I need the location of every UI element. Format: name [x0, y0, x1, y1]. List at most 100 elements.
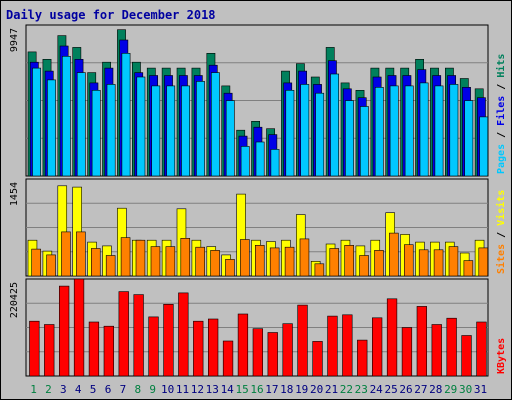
bar-pages: [419, 82, 429, 177]
bar-pages: [464, 100, 474, 177]
bar-pages: [181, 85, 190, 177]
bar-pages: [121, 52, 131, 177]
day-label: 24: [370, 383, 384, 396]
bar-pages: [166, 85, 176, 177]
bar-kbytes: [178, 292, 189, 377]
bar-sites: [299, 238, 310, 277]
bar-sites: [120, 237, 131, 277]
bar-sites: [418, 249, 429, 277]
bar-pages: [374, 87, 384, 177]
day-label: 5: [90, 383, 97, 396]
day-label: 21: [325, 383, 338, 396]
bar-kbytes: [29, 320, 40, 377]
y-max-label: 1454: [9, 182, 20, 206]
day-label: 30: [459, 383, 472, 396]
bar-sites: [314, 263, 325, 277]
day-label: 23: [355, 383, 368, 396]
bar-kbytes: [357, 339, 368, 377]
bar-kbytes: [208, 318, 219, 377]
bar-sites: [269, 247, 280, 277]
bar-kbytes: [386, 298, 398, 377]
bar-kbytes: [58, 285, 70, 377]
day-label: 7: [120, 383, 127, 396]
bar-kbytes: [461, 335, 472, 377]
bar-kbytes: [282, 323, 293, 377]
legend-item-pages: Pages: [496, 144, 507, 174]
panel-hits-files-pages: 9947 Pages / Files / Hits: [9, 24, 507, 177]
legend-separator: /: [496, 78, 507, 96]
bar-sites: [46, 254, 56, 277]
day-label: 19: [295, 383, 308, 396]
bar-pages: [359, 106, 369, 177]
panel-kbytes: 220425 KBytes: [9, 278, 507, 377]
bar-pages: [61, 55, 71, 177]
bar-kbytes: [73, 278, 85, 377]
bar-sites: [255, 245, 265, 277]
bar-pages: [76, 72, 86, 177]
legend-separator: /: [496, 226, 507, 244]
bar-sites: [359, 255, 369, 277]
bar-kbytes: [342, 314, 353, 377]
day-label: 12: [191, 383, 204, 396]
bar-sites: [180, 238, 191, 277]
legend-item-files: Files: [495, 96, 507, 126]
bar-sites: [374, 250, 384, 277]
bar-sites: [403, 244, 414, 277]
day-label: 11: [176, 383, 189, 396]
day-label: 6: [105, 383, 112, 396]
bar-pages: [151, 85, 161, 177]
bar-sites: [31, 248, 41, 277]
day-label: 8: [134, 383, 141, 396]
bar-pages: [196, 81, 205, 177]
panel-visits-sites: 1454 Sites / Visits: [9, 178, 507, 277]
legend-kbytes: KBytes: [496, 338, 507, 374]
day-label: 13: [206, 383, 219, 396]
day-label: 15: [235, 383, 248, 396]
day-label: 2: [45, 383, 52, 396]
bar-kbytes: [371, 317, 383, 377]
bar-pages: [270, 149, 280, 177]
bar-pages: [285, 90, 295, 177]
bar-pages: [404, 85, 414, 177]
bar-kbytes: [297, 304, 308, 377]
bar-kbytes: [446, 317, 457, 377]
bar-pages: [106, 84, 116, 177]
legend-item-kbytes: KBytes: [496, 338, 507, 374]
bar-sites: [210, 250, 220, 277]
bar-sites: [61, 231, 71, 277]
y-max-label: 9947: [9, 28, 20, 52]
bar-kbytes: [44, 324, 55, 377]
day-label: 25: [384, 383, 397, 396]
bar-pages: [449, 84, 459, 177]
bar-pages: [47, 79, 56, 177]
bar-pages: [315, 92, 325, 177]
day-label: 4: [75, 383, 82, 396]
bar-sites: [448, 246, 459, 277]
legend-text: Sites / Visits: [495, 190, 507, 274]
bar-pages: [225, 100, 235, 177]
day-label: 16: [250, 383, 263, 396]
bar-sites: [433, 249, 444, 277]
bar-sites: [91, 248, 101, 277]
bar-kbytes: [312, 341, 323, 377]
bar-sites: [329, 248, 340, 277]
day-label: 3: [60, 383, 67, 396]
bar-pages: [255, 141, 265, 177]
bar-kbytes: [416, 306, 427, 377]
day-label: 31: [474, 383, 487, 396]
day-label: 22: [340, 383, 353, 396]
bar-kbytes: [252, 328, 263, 377]
day-label: 29: [444, 383, 457, 396]
legend-item-visits: Visits: [495, 190, 507, 226]
bar-sites: [225, 259, 235, 277]
bar-pages: [240, 146, 250, 177]
bar-kbytes: [193, 320, 204, 377]
bar-kbytes: [148, 316, 159, 377]
legend-text: Pages / Files / Hits: [495, 54, 507, 174]
bar-kbytes: [118, 291, 129, 377]
day-label: 17: [265, 383, 278, 396]
bar-sites: [76, 231, 86, 277]
legend-hits-files-pages: Pages / Files / Hits: [495, 54, 507, 174]
bar-pages: [32, 67, 41, 177]
